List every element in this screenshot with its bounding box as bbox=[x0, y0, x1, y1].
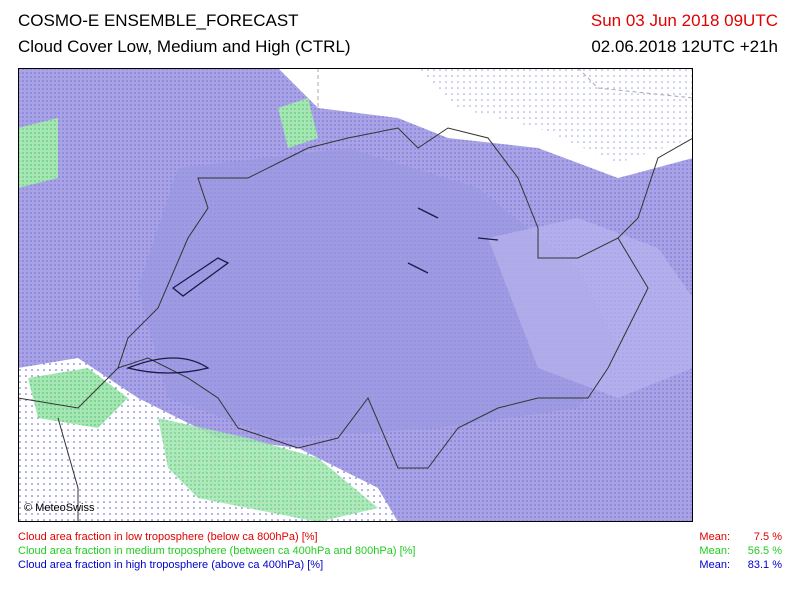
lake bbox=[171, 257, 230, 297]
region-line bbox=[317, 68, 693, 108]
swiss-border bbox=[117, 127, 649, 469]
border bbox=[57, 417, 79, 522]
legend-label: Cloud area fraction in high troposphere … bbox=[18, 559, 324, 571]
map-frame bbox=[18, 68, 693, 522]
lake bbox=[407, 207, 439, 274]
valid-time: Sun 03 Jun 2018 09UTC bbox=[590, 11, 778, 30]
cloud-map bbox=[18, 68, 693, 522]
lakes bbox=[125, 207, 499, 374]
product-subtitle: Cloud Cover Low, Medium and High (CTRL) bbox=[18, 37, 351, 56]
borders bbox=[18, 68, 693, 522]
mean-label: Mean: bbox=[699, 559, 730, 571]
legend-label: Cloud area fraction in low troposphere (… bbox=[18, 531, 318, 543]
medium-cloud-area bbox=[278, 98, 318, 148]
mean-label: Mean: bbox=[699, 545, 730, 557]
lake bbox=[477, 237, 499, 241]
medium-cloud-area bbox=[18, 118, 58, 188]
lake bbox=[125, 357, 210, 374]
dense-high-cloud bbox=[138, 148, 618, 438]
run-time: 02.06.2018 12UTC +21h bbox=[591, 37, 778, 56]
mean-value: 7.5 % bbox=[753, 531, 782, 543]
legend-label: Cloud area fraction in medium tropospher… bbox=[18, 545, 416, 557]
sparse-cloud bbox=[418, 68, 693, 163]
product-title: COSMO-E ENSEMBLE_FORECAST bbox=[18, 11, 299, 30]
mean-value: 56.5 % bbox=[747, 545, 782, 557]
border bbox=[617, 137, 693, 239]
mean-value: 83.1 % bbox=[747, 559, 782, 571]
border bbox=[18, 367, 119, 409]
copyright: © MeteoSwiss bbox=[24, 502, 95, 514]
high-cloud-area bbox=[488, 218, 693, 398]
medium-cloud-area bbox=[158, 418, 378, 522]
mean-label: Mean: bbox=[699, 531, 730, 543]
